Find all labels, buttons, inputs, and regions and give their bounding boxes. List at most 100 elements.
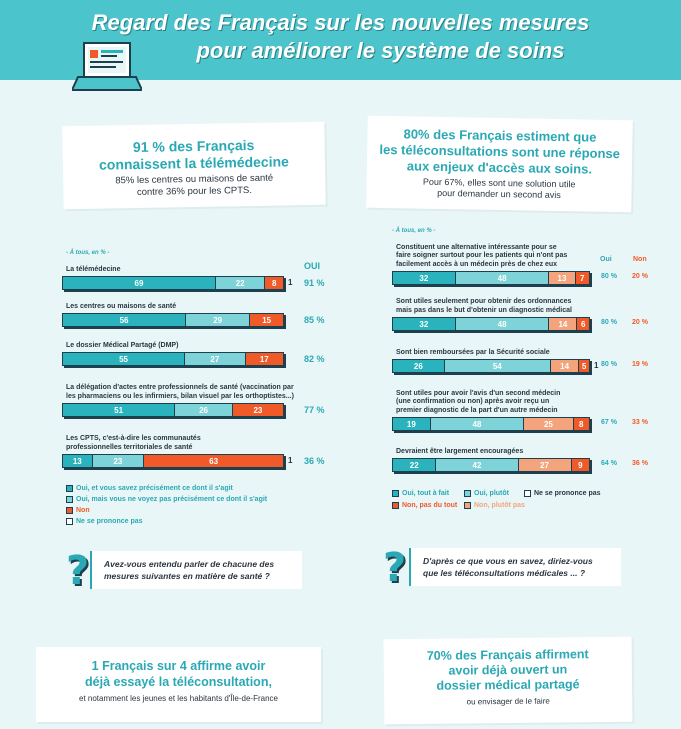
laptop-icon	[72, 42, 142, 91]
bar-segment: 9	[571, 459, 589, 471]
stacked-bar: 51 26 23	[62, 403, 284, 417]
bar-segment: 48	[455, 272, 550, 284]
left-chart-hint: - À tous, en % -	[66, 250, 110, 256]
category-label: premier diagnostic de la part d'un autre…	[396, 406, 558, 414]
left-chart-oui-header: OUI	[304, 261, 321, 271]
legend-label: Non	[76, 507, 90, 514]
page-title-line1: Regard des Français sur les nouvelles me…	[91, 10, 590, 35]
bar-segment: 14	[550, 360, 580, 372]
left-summary-card: 91 % des Français connaissent la téléméd…	[62, 121, 326, 210]
category-label: Constituent une alternative intéressante…	[396, 243, 557, 251]
bottom-right-line3: dossier médical partagé	[436, 677, 580, 693]
category-label: Les centres ou maisons de santé	[66, 302, 177, 310]
right-question-line2: que les téléconsultations médicales ... …	[423, 568, 586, 578]
left-chart: - À tous, en % - OUI La télémédecine 69 22…	[32, 228, 342, 528]
bar-segment: 25	[524, 418, 574, 430]
stacked-bar: 32 48 14 6	[392, 317, 590, 331]
legend-swatch	[66, 507, 73, 514]
legend-swatch	[66, 518, 73, 525]
stacked-bar: 69 22 8	[62, 276, 284, 290]
legend-label: Non, plutôt pas	[474, 502, 525, 509]
category-label: Sont utiles seulement pour obtenir des o…	[396, 298, 572, 305]
legend-label: Non, pas du tout	[402, 502, 458, 509]
no-answer-value: 1	[288, 456, 293, 465]
bar-segment: 63	[144, 455, 283, 467]
left-question-mark: ?	[66, 548, 89, 594]
bar-segment: 13	[63, 455, 93, 467]
stacked-bar: 19 48 25 8	[392, 417, 590, 431]
right-question-box: D'après ce que vous en savez, diriez-vou…	[409, 548, 621, 586]
bar-segment: 6	[577, 318, 589, 330]
oui-total: 80 %	[601, 273, 617, 280]
bar-segment: 51	[63, 404, 176, 416]
non-total: 33 %	[632, 419, 648, 426]
oui-total: 80 %	[601, 319, 617, 326]
non-total: 19 %	[632, 361, 648, 368]
right-legend-item-4: Non, pas du tout	[392, 502, 457, 509]
category-label: Le dossier Médical Partagé (DMP)	[66, 341, 179, 349]
oui-total: 64 %	[601, 460, 617, 467]
category-label: (une confirmation ou non) après avoir re…	[396, 398, 550, 405]
left-question-line1: Avez-vous entendu parler de chacune des	[104, 559, 275, 569]
stacked-bar: 22 42 27 9	[392, 458, 590, 472]
legend-label: Ne se prononce pas	[76, 518, 143, 525]
oui-total: 36 %	[304, 456, 325, 466]
legend-swatch	[392, 490, 399, 497]
question-mark-icon: ?	[383, 545, 407, 591]
bar-segment: 7	[575, 272, 590, 284]
no-answer-value: 1	[594, 361, 599, 370]
category-label: professionnelles territoriales de santé	[66, 443, 193, 451]
left-legend-item-3: Non	[66, 507, 90, 514]
category-label: les pharmaciens ou les infirmiers, bilan…	[66, 392, 294, 400]
page-title-line2: pour améliorer le système de soins	[196, 38, 565, 63]
right-legend-item-1: Oui, tout à fait	[392, 490, 449, 497]
legend-label: Oui, mais vous ne voyez pas précisément …	[76, 496, 268, 503]
bar-segment: 8	[265, 277, 283, 289]
stacked-bar: 32 48 13 7	[392, 271, 590, 285]
left-question-line2: mesures suivantes en matière de santé ?	[104, 571, 270, 581]
legend-label: Ne se prononce pas	[534, 490, 601, 497]
bar-segment: 42	[436, 459, 519, 471]
right-chart: - À tous, en % - Oui Non Constituent une…	[380, 220, 680, 520]
oui-total: 67 %	[601, 419, 617, 426]
stacked-bar: 13 23 63	[62, 454, 284, 468]
no-answer-value: 1	[288, 278, 293, 287]
left-legend-item-2: Oui, mais vous ne voyez pas précisément …	[66, 496, 267, 503]
oui-total: 91 %	[304, 278, 325, 288]
non-total: 20 %	[632, 273, 648, 280]
category-label: Sont bien remboursées par la Sécurité so…	[396, 348, 550, 356]
bar-segment: 15	[250, 314, 283, 326]
bar-segment: 32	[393, 318, 456, 330]
category-label: faire soigner surtout pour les patients …	[396, 252, 568, 259]
oui-total: 80 %	[601, 361, 617, 368]
legend-swatch	[66, 485, 73, 492]
bar-segment: 8	[573, 418, 589, 430]
bar-segment: 48	[455, 318, 550, 330]
legend-swatch	[392, 502, 399, 509]
bar-segment: 27	[185, 353, 246, 365]
legend-swatch	[66, 496, 73, 503]
category-label: Sont utiles pour avoir l'avis d'un secon…	[396, 389, 561, 397]
right-card-headline-3: aux enjeux d'accès aux soins.	[406, 158, 593, 177]
category-label: facilement accès à un médecin près de ch…	[396, 260, 558, 268]
bar-segment: 69	[63, 277, 216, 289]
legend-swatch	[524, 490, 531, 497]
category-label: Devraient être largement encouragées	[396, 447, 524, 455]
right-legend-item-2: Oui, plutôt	[464, 490, 509, 497]
bar-segment: 14	[549, 318, 578, 330]
bottom-left-card: 1 Français sur 4 affirme avoir déjà essa…	[36, 647, 321, 722]
legend-swatch	[464, 502, 471, 509]
oui-total: 77 %	[304, 405, 325, 415]
category-label: Les CPTS, c'est-à-dire les communautés	[66, 435, 201, 442]
legend-swatch	[464, 490, 471, 497]
bottom-left-line1: 1 Français sur 4 affirme avoir	[91, 659, 266, 673]
bottom-left-line3: et notamment les jeunes et les habitants…	[79, 694, 278, 703]
bar-segment: 22	[215, 277, 266, 289]
stacked-bar: 56 29 15	[62, 313, 284, 327]
bar-segment: 48	[430, 418, 525, 430]
non-total: 20 %	[632, 319, 648, 326]
bar-segment: 54	[444, 360, 551, 372]
right-legend-item-3: Non, plutôt pas	[464, 502, 525, 509]
legend-label: Oui, tout à fait	[402, 490, 450, 497]
bar-segment: 56	[63, 314, 187, 326]
